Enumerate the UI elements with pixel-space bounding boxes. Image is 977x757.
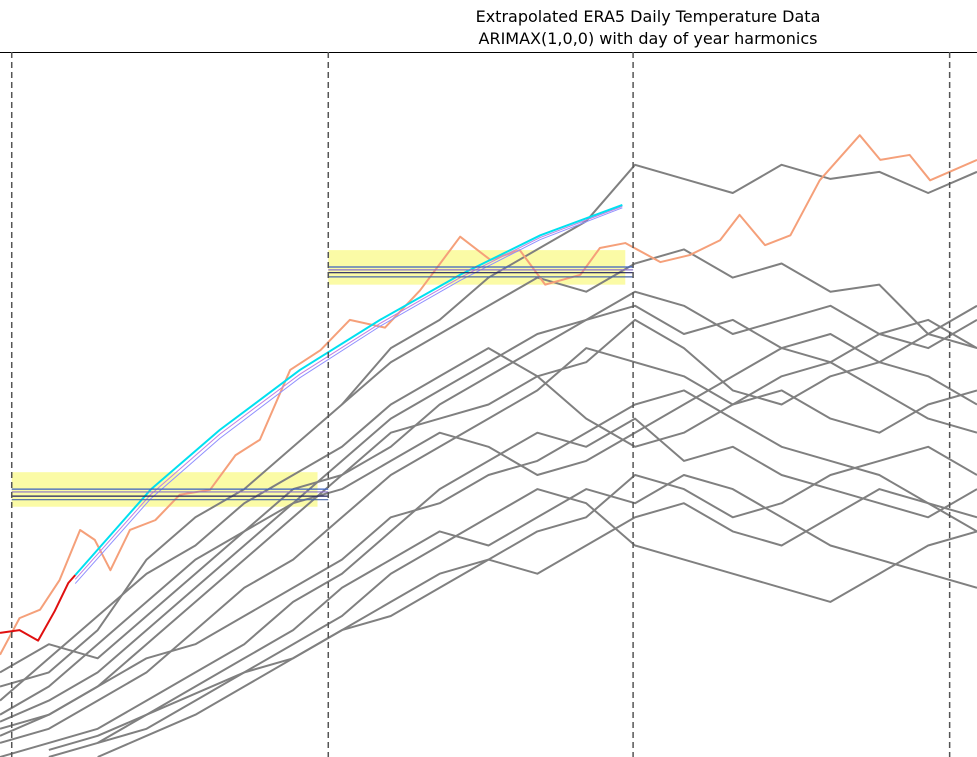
series-line: [48, 488, 977, 757]
series-line: [0, 574, 76, 642]
chart-subtitle: ARIMAX(1,0,0) with day of year harmonics: [479, 29, 818, 48]
series-line: [0, 134, 977, 656]
series-line: [0, 248, 977, 688]
series-line: [48, 445, 977, 751]
series-line: [74, 205, 623, 580]
series-line: [0, 347, 977, 744]
chart-title: Extrapolated ERA5 Daily Temperature Data: [476, 7, 821, 26]
series-line: [0, 304, 977, 723]
series-line: [341, 163, 977, 406]
series-line: [0, 389, 977, 737]
series-line: [97, 488, 977, 757]
series-line: [0, 417, 977, 757]
series-line: [0, 333, 977, 716]
series-line: [0, 304, 977, 702]
series-line: [0, 361, 977, 674]
series-line: [0, 290, 977, 730]
plot-area: [0, 52, 977, 757]
series-line: [74, 204, 623, 576]
series-line: [97, 474, 977, 744]
